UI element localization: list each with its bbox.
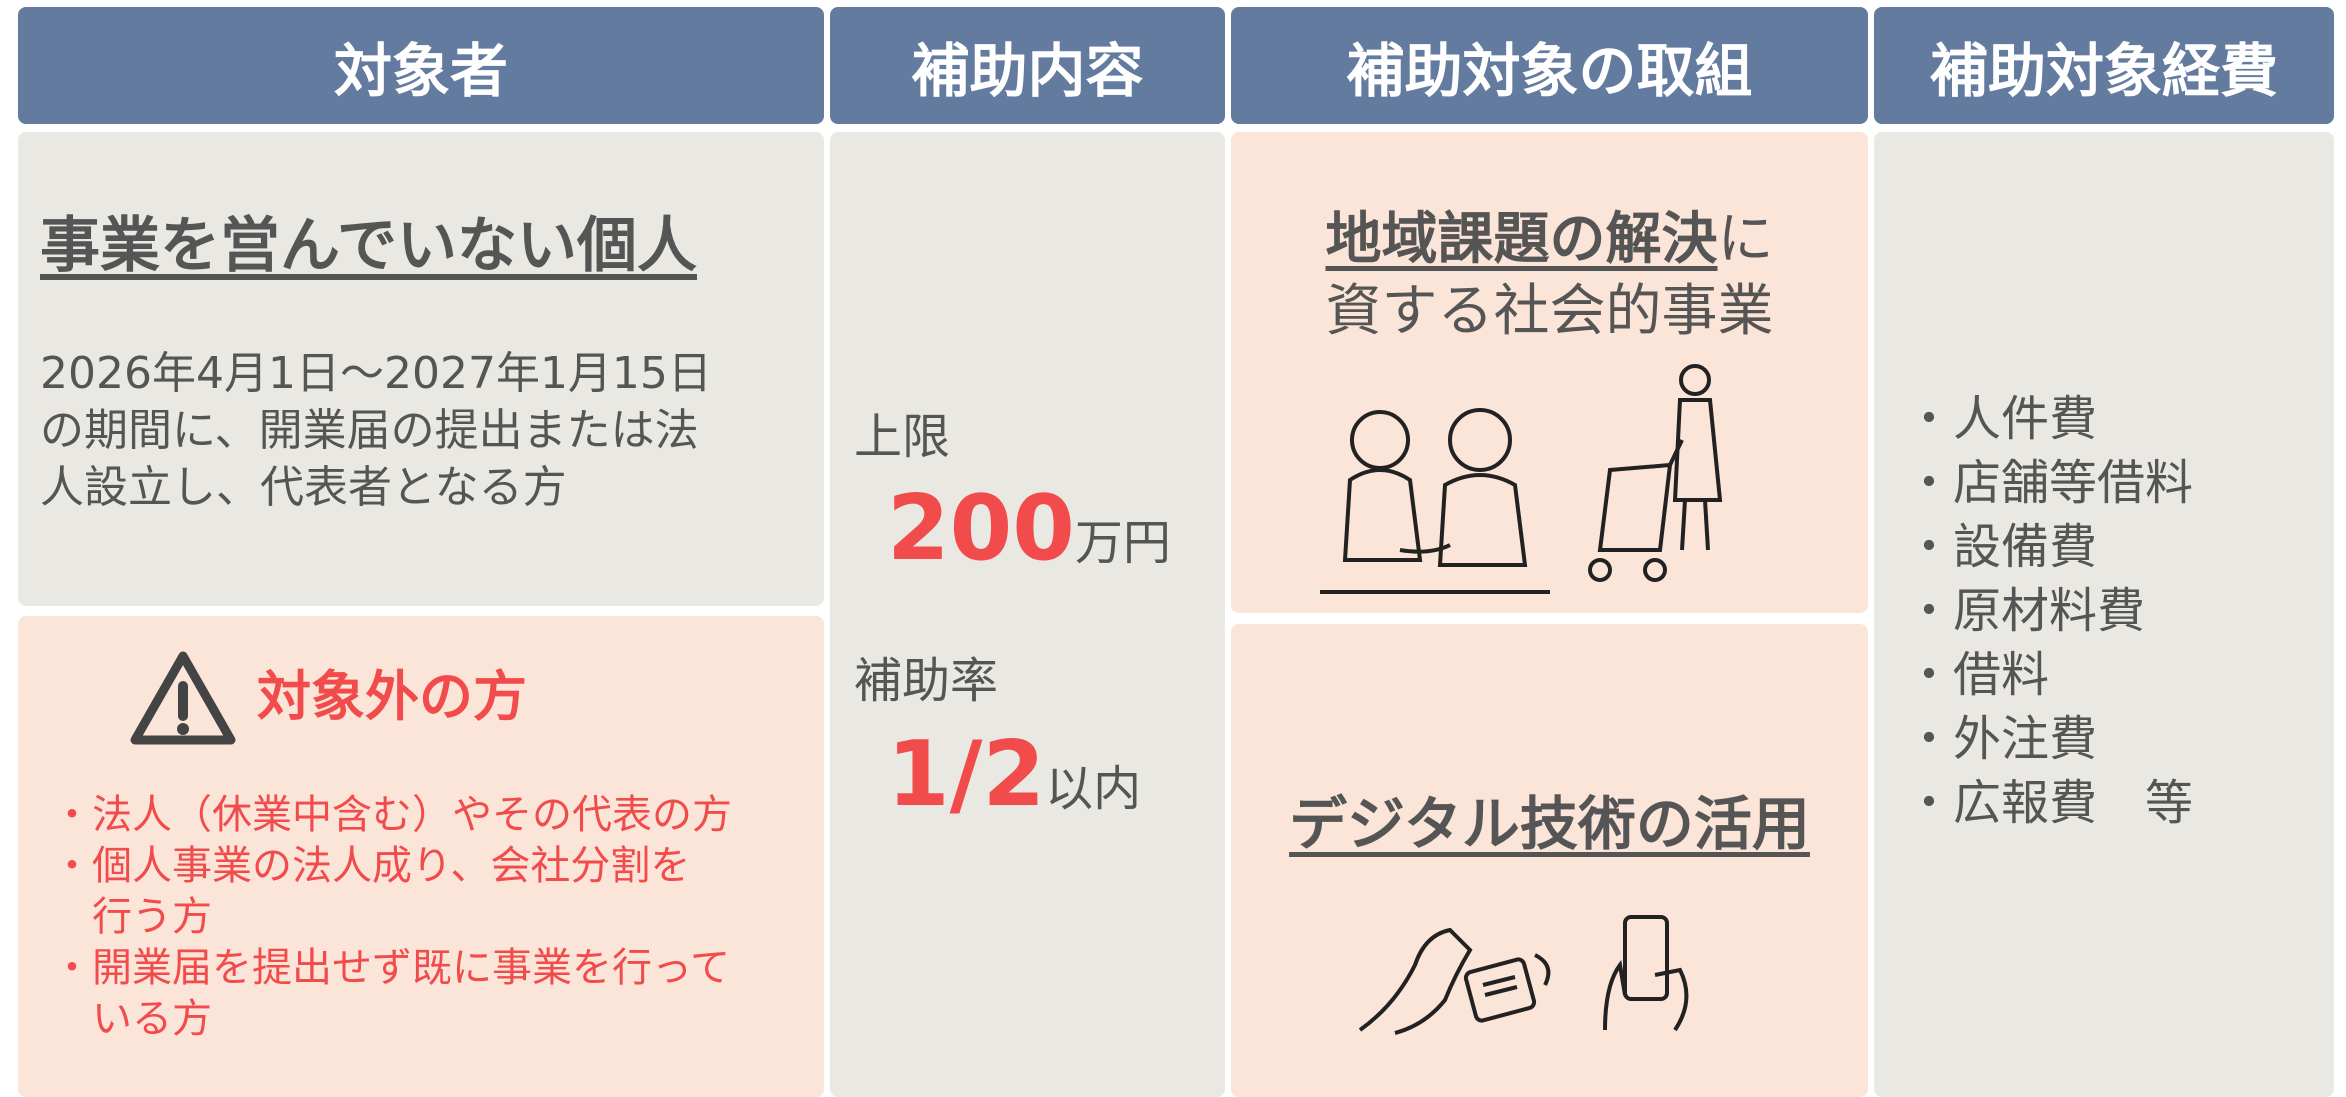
rate-unit: 以内	[1045, 761, 1142, 817]
header-cell: 補助対象経費	[1874, 7, 2334, 124]
rate-label: 補助率	[854, 653, 999, 709]
expense-item: ・設備費	[1905, 519, 2098, 575]
excluded-title: 対象外の方	[257, 665, 527, 728]
excluded-item: ・法人（休業中含む）やその代表の方	[52, 792, 732, 838]
rate: 1/2以内	[887, 730, 1141, 820]
header-cell: 補助内容	[830, 7, 1225, 124]
description-line: 人設立し、代表者となる方	[40, 462, 567, 513]
expense-item: ・広報費 等	[1905, 775, 2194, 831]
expense-item: ・借料	[1905, 647, 2050, 703]
expense-item: ・人件費	[1905, 391, 2098, 447]
expense-item: ・原材料費	[1905, 583, 2146, 639]
limit: 200万円	[887, 484, 1171, 574]
digital-illustration	[1358, 915, 1689, 1035]
excluded-item: ・個人事業の法人成り、会社分割を	[52, 843, 691, 889]
initiative-suffix: に	[1717, 207, 1774, 272]
initiative-emphasis: 地域課題の解決	[1325, 207, 1718, 272]
content-box	[830, 132, 1225, 1097]
community-illustration	[1320, 364, 1723, 594]
excluded-item: 行う方	[52, 894, 212, 940]
description-line: 2026年4月1日～2027年1月15日	[40, 348, 712, 399]
initiative-1: 地域課題の解決に	[1231, 212, 1868, 268]
initiative-box	[1231, 624, 1868, 1097]
initiative-box	[1231, 132, 1868, 613]
description-line: の期間に、開業届の提出または法	[40, 405, 699, 456]
warning-icon	[130, 651, 236, 745]
target-box	[18, 132, 824, 606]
excluded-box	[18, 616, 824, 1097]
header-cell: 補助対象の取組	[1231, 7, 1868, 124]
excluded-item: ・開業届を提出せず既に事業を行って	[52, 945, 730, 991]
limit-label: 上限	[854, 409, 951, 465]
limit-unit: 万円	[1074, 515, 1171, 571]
initiative-2: デジタル技術の活用	[1289, 790, 1810, 858]
rate-value: 1/2	[887, 722, 1046, 827]
excluded-item: いる方	[52, 996, 212, 1042]
target-title: 事業を営んでいない個人	[40, 211, 697, 281]
limit-amount: 200	[887, 476, 1075, 581]
expense-item: ・店舗等借料	[1905, 455, 2194, 511]
expenses-box	[1874, 132, 2334, 1097]
initiative-1-line2: 資する社会的事業	[1325, 279, 1774, 344]
expense-item: ・外注費	[1905, 711, 2098, 767]
header-cell: 対象者	[18, 7, 824, 124]
